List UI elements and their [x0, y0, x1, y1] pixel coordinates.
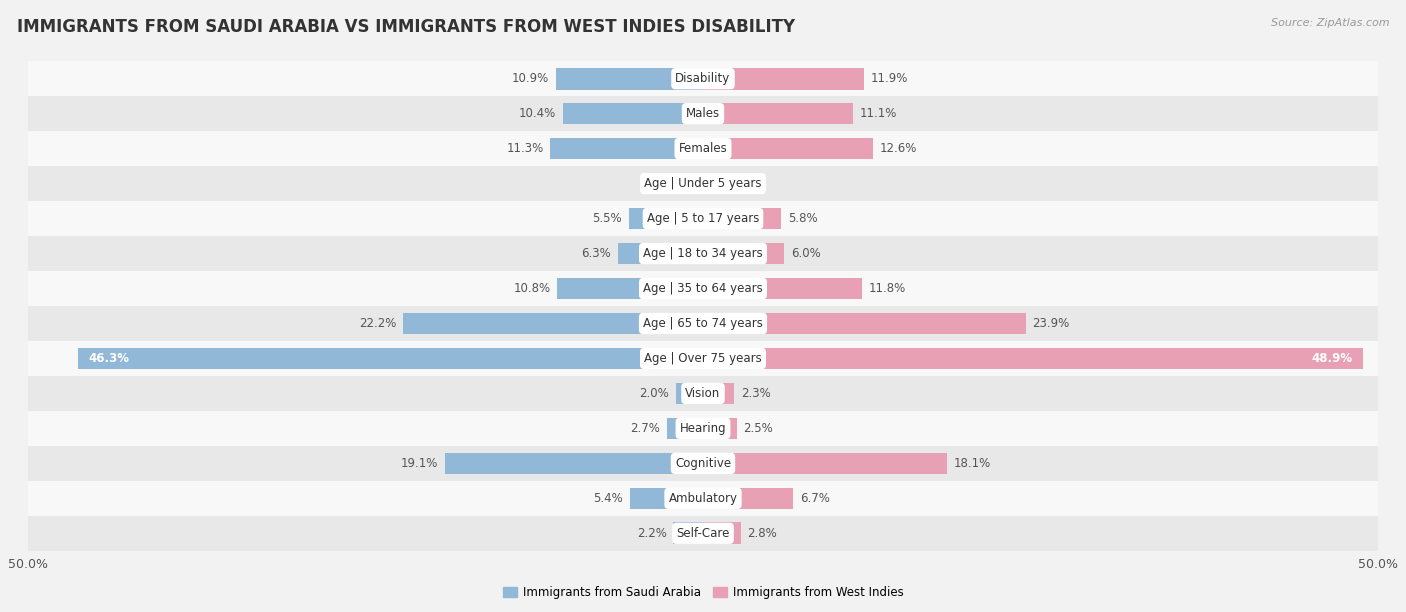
- Text: Age | 65 to 74 years: Age | 65 to 74 years: [643, 317, 763, 330]
- Bar: [619, 243, 703, 264]
- Bar: [703, 138, 873, 160]
- Bar: [703, 488, 793, 509]
- Bar: [630, 488, 703, 509]
- Bar: [79, 348, 703, 369]
- Text: 22.2%: 22.2%: [359, 317, 396, 330]
- Bar: [628, 207, 703, 230]
- Bar: [703, 243, 785, 264]
- Bar: [28, 376, 1378, 411]
- Bar: [28, 481, 1378, 516]
- Bar: [703, 173, 720, 195]
- Text: 6.3%: 6.3%: [582, 247, 612, 260]
- Bar: [28, 131, 1378, 166]
- Text: 10.8%: 10.8%: [513, 282, 551, 295]
- Bar: [703, 382, 734, 405]
- Bar: [666, 417, 703, 439]
- Bar: [404, 313, 703, 334]
- Text: 5.5%: 5.5%: [592, 212, 621, 225]
- Text: Age | Over 75 years: Age | Over 75 years: [644, 352, 762, 365]
- Bar: [28, 96, 1378, 131]
- Bar: [703, 523, 741, 544]
- Text: Vision: Vision: [685, 387, 721, 400]
- Bar: [686, 173, 703, 195]
- Text: Age | 18 to 34 years: Age | 18 to 34 years: [643, 247, 763, 260]
- Text: 2.5%: 2.5%: [744, 422, 773, 435]
- Bar: [446, 452, 703, 474]
- Text: 5.4%: 5.4%: [593, 492, 623, 505]
- Text: 1.2%: 1.2%: [650, 177, 681, 190]
- Bar: [703, 417, 737, 439]
- Text: 11.1%: 11.1%: [859, 107, 897, 120]
- Bar: [28, 341, 1378, 376]
- Text: 11.9%: 11.9%: [870, 72, 908, 85]
- Text: Source: ZipAtlas.com: Source: ZipAtlas.com: [1271, 18, 1389, 28]
- Text: Age | Under 5 years: Age | Under 5 years: [644, 177, 762, 190]
- Bar: [28, 516, 1378, 551]
- Bar: [551, 138, 703, 160]
- Bar: [28, 411, 1378, 446]
- Text: Ambulatory: Ambulatory: [668, 492, 738, 505]
- Text: IMMIGRANTS FROM SAUDI ARABIA VS IMMIGRANTS FROM WEST INDIES DISABILITY: IMMIGRANTS FROM SAUDI ARABIA VS IMMIGRAN…: [17, 18, 794, 36]
- Bar: [28, 236, 1378, 271]
- Bar: [28, 306, 1378, 341]
- Text: Females: Females: [679, 142, 727, 155]
- Legend: Immigrants from Saudi Arabia, Immigrants from West Indies: Immigrants from Saudi Arabia, Immigrants…: [498, 581, 908, 603]
- Text: 2.7%: 2.7%: [630, 422, 659, 435]
- Text: Age | 35 to 64 years: Age | 35 to 64 years: [643, 282, 763, 295]
- Text: 5.8%: 5.8%: [787, 212, 818, 225]
- Bar: [557, 278, 703, 299]
- Text: 11.3%: 11.3%: [506, 142, 544, 155]
- Text: 11.8%: 11.8%: [869, 282, 907, 295]
- Text: 23.9%: 23.9%: [1032, 317, 1070, 330]
- Bar: [703, 68, 863, 89]
- Bar: [703, 452, 948, 474]
- Bar: [28, 61, 1378, 96]
- Text: 10.4%: 10.4%: [519, 107, 555, 120]
- Text: 6.7%: 6.7%: [800, 492, 830, 505]
- Bar: [703, 278, 862, 299]
- Text: 10.9%: 10.9%: [512, 72, 550, 85]
- Bar: [555, 68, 703, 89]
- Bar: [673, 523, 703, 544]
- Text: 12.6%: 12.6%: [880, 142, 917, 155]
- Text: 18.1%: 18.1%: [955, 457, 991, 470]
- Text: 2.8%: 2.8%: [748, 527, 778, 540]
- Bar: [703, 207, 782, 230]
- Text: Age | 5 to 17 years: Age | 5 to 17 years: [647, 212, 759, 225]
- Bar: [676, 382, 703, 405]
- Text: 2.2%: 2.2%: [637, 527, 666, 540]
- Bar: [703, 348, 1362, 369]
- Text: 6.0%: 6.0%: [790, 247, 821, 260]
- Text: 1.2%: 1.2%: [725, 177, 756, 190]
- Text: 2.0%: 2.0%: [640, 387, 669, 400]
- Text: Males: Males: [686, 107, 720, 120]
- Bar: [28, 271, 1378, 306]
- Bar: [28, 201, 1378, 236]
- Text: Hearing: Hearing: [679, 422, 727, 435]
- Text: Disability: Disability: [675, 72, 731, 85]
- Text: 46.3%: 46.3%: [89, 352, 129, 365]
- Text: Cognitive: Cognitive: [675, 457, 731, 470]
- Text: 19.1%: 19.1%: [401, 457, 439, 470]
- Bar: [28, 166, 1378, 201]
- Bar: [28, 446, 1378, 481]
- Bar: [703, 313, 1025, 334]
- Bar: [562, 103, 703, 124]
- Text: 2.3%: 2.3%: [741, 387, 770, 400]
- Text: Self-Care: Self-Care: [676, 527, 730, 540]
- Text: 48.9%: 48.9%: [1312, 352, 1353, 365]
- Bar: [703, 103, 853, 124]
